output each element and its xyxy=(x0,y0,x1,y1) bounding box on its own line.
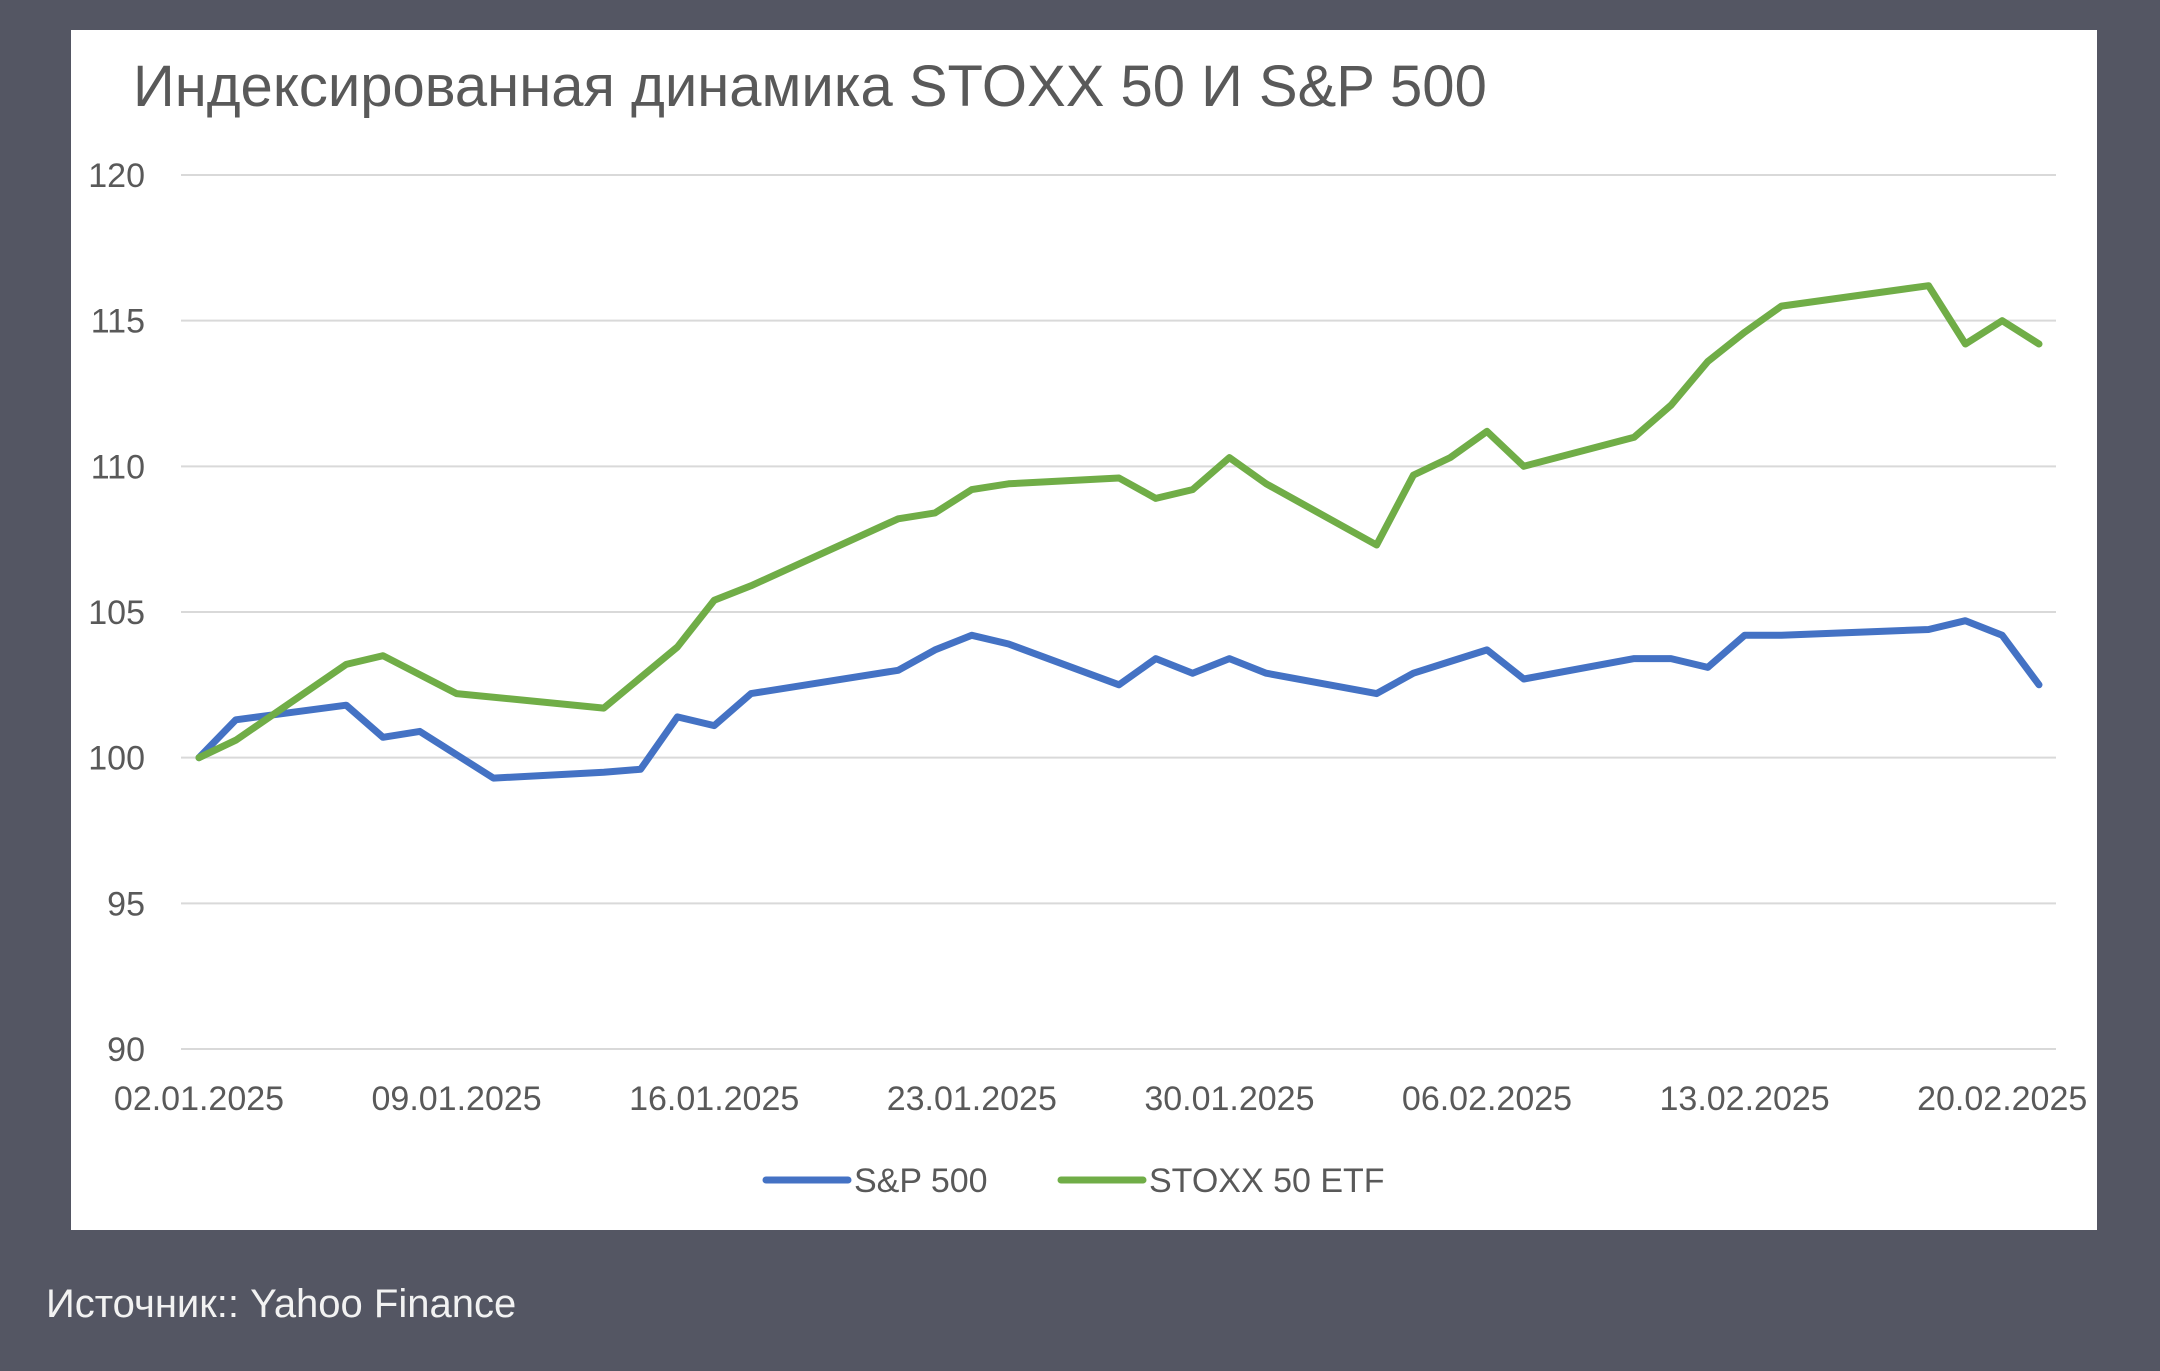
series-line-stoxx50-etf xyxy=(195,282,2043,762)
x-tick-label: 30.01.2025 xyxy=(1144,1080,1314,1118)
x-tick-label: 06.02.2025 xyxy=(1402,1080,1572,1118)
x-tick-label: 13.02.2025 xyxy=(1660,1080,1830,1118)
x-tick-label: 09.01.2025 xyxy=(372,1080,542,1118)
y-tick-label: 120 xyxy=(88,157,145,195)
y-tick-label: 115 xyxy=(91,303,145,341)
series-lines xyxy=(195,282,2043,782)
y-tick-label: 95 xyxy=(107,885,145,923)
line-chart: Индексированная динамика STOXX 50 И S&P … xyxy=(88,54,2087,1200)
x-axis-tick-labels: 02.01.2025 09.01.2025 16.01.2025 23.01.2025… xyxy=(114,1080,2087,1118)
series-line-sp500 xyxy=(195,617,2043,782)
legend: S&P 500 STOXX 50 ETF xyxy=(762,1162,1385,1200)
y-tick-label: 105 xyxy=(88,594,145,632)
legend-label: S&P 500 xyxy=(854,1162,988,1200)
x-tick-label: 02.01.2025 xyxy=(114,1080,284,1118)
legend-label: STOXX 50 ETF xyxy=(1149,1162,1385,1200)
source-note: Источник:: Yahoo Finance xyxy=(46,1282,517,1326)
x-tick-label: 20.02.2025 xyxy=(1917,1080,2087,1118)
y-tick-label: 90 xyxy=(107,1031,145,1069)
y-axis-tick-labels: 90 95 100 105 110 115 120 xyxy=(88,157,145,1069)
gridlines xyxy=(181,174,2056,1050)
chart-card: Индексированная динамика STOXX 50 И S&P … xyxy=(71,30,2097,1230)
y-tick-label: 100 xyxy=(88,740,145,778)
y-tick-label: 110 xyxy=(91,448,145,486)
x-tick-label: 16.01.2025 xyxy=(629,1080,799,1118)
chart-title: Индексированная динамика STOXX 50 И S&P … xyxy=(133,54,1487,119)
x-tick-label: 23.01.2025 xyxy=(887,1080,1057,1118)
